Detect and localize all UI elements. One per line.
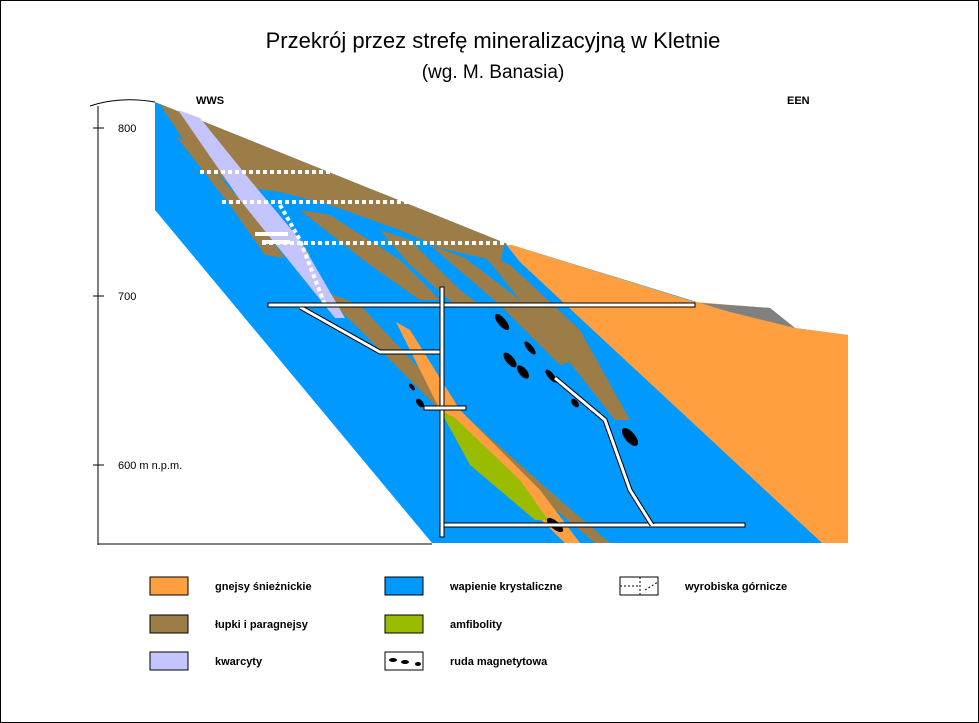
legend-label: wyrobiska górnicze <box>684 581 787 593</box>
legend-label: gnejsy śnieżnickie <box>215 581 312 593</box>
side-left: WWS <box>196 95 224 107</box>
workings <box>200 170 746 538</box>
side-right: EEN <box>787 95 810 107</box>
legend: gnejsy śnieżnickie łupki i paragnejsy kw… <box>149 576 787 671</box>
legend-label: kwarcyty <box>215 656 263 668</box>
legend-label: wapienie krystaliczne <box>449 581 563 593</box>
ore <box>409 313 639 533</box>
axis-tick: 600 m n.p.m. <box>118 460 182 472</box>
legend-label: ruda magnetytowa <box>450 656 548 668</box>
axis-tick: 700 <box>118 291 136 303</box>
legend-label: amfibolity <box>450 619 503 631</box>
axis-tick: 800 <box>118 123 136 135</box>
subtitle: (wg. M. Banasia) <box>422 62 565 83</box>
title: Przekrój przez strefę mineralizacyjną w … <box>266 28 721 53</box>
axis <box>89 99 432 545</box>
legend-label: łupki i paragnejsy <box>215 619 309 631</box>
